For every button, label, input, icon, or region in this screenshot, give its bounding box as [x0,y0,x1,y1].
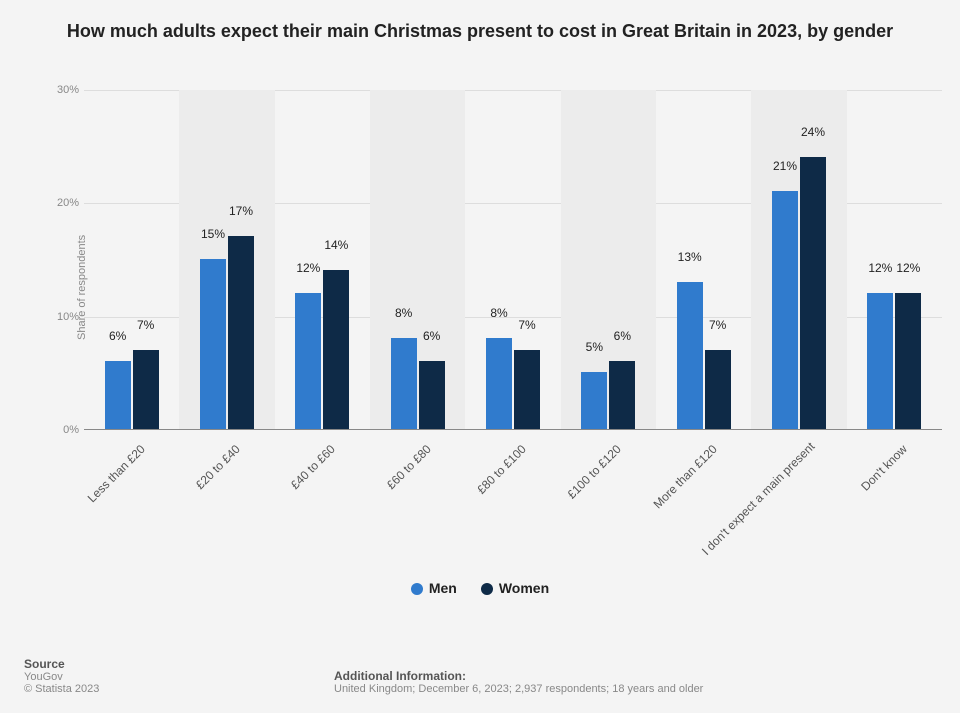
bar-value-label: 13% [670,250,710,264]
bar-men [295,293,321,429]
x-tick-label: Less than £20 [32,442,148,558]
legend-swatch [411,583,423,595]
plot-region: 0%10%20%30%6%7%Less than £2015%17%£20 to… [84,90,942,430]
source-value: YouGov [24,671,99,683]
x-tick-label: £60 to £80 [318,442,434,558]
bar-men [867,293,893,429]
footer-source: Source YouGov © Statista 2023 [24,657,99,695]
bar-men [105,361,131,429]
x-tick-label: I don't expect a main present [699,442,815,558]
copyright: © Statista 2023 [24,683,99,695]
bar-value-label: 21% [765,159,805,173]
bar-men [200,259,226,429]
bar-women [609,361,635,429]
legend-item: Women [481,580,549,596]
additional-value: United Kingdom; December 6, 2023; 2,937 … [334,683,703,695]
chart-container: How much adults expect their main Christ… [0,0,960,713]
chart-title: How much adults expect their main Christ… [0,0,960,44]
plot-band [370,90,465,429]
bar-value-label: 6% [602,329,642,343]
legend: Men Women [0,580,960,596]
bar-value-label: 24% [793,125,833,139]
bar-men [391,338,417,429]
x-tick-label: £40 to £60 [222,442,338,558]
bar-women [705,350,731,429]
bar-value-label: 12% [888,261,928,275]
bar-men [772,191,798,429]
plot-band [751,90,846,429]
additional-label: Additional Information: [334,669,703,683]
bar-women [228,236,254,429]
bar-women [895,293,921,429]
x-tick-label: £20 to £40 [127,442,243,558]
chart-area: Share of respondents 0%10%20%30%6%7%Less… [62,90,942,510]
bar-value-label: 8% [384,306,424,320]
bar-value-label: 15% [193,227,233,241]
legend-swatch [481,583,493,595]
y-tick-label: 10% [44,311,79,323]
bar-women [514,350,540,429]
x-tick-label: £100 to £120 [508,442,624,558]
y-tick-label: 20% [44,197,79,209]
legend-label: Men [429,580,457,596]
bar-value-label: 17% [221,204,261,218]
plot-band [561,90,656,429]
bar-women [133,350,159,429]
bar-value-label: 7% [126,318,166,332]
plot-band [179,90,274,429]
footer-additional: Additional Information: United Kingdom; … [334,669,703,695]
y-tick-label: 30% [44,84,79,96]
x-tick-label: More than £120 [604,442,720,558]
bar-value-label: 7% [698,318,738,332]
x-tick-label: Don't know [794,442,910,558]
bar-value-label: 7% [507,318,547,332]
bar-men [677,282,703,429]
legend-item: Men [411,580,457,596]
bar-women [323,270,349,429]
x-tick-label: £80 to £100 [413,442,529,558]
bar-women [419,361,445,429]
bar-value-label: 6% [412,329,452,343]
bar-value-label: 14% [316,238,356,252]
source-label: Source [24,657,99,671]
legend-label: Women [499,580,549,596]
y-tick-label: 0% [44,424,79,436]
bar-value-label: 12% [288,261,328,275]
bar-women [800,157,826,429]
bar-men [581,372,607,429]
bar-men [486,338,512,429]
